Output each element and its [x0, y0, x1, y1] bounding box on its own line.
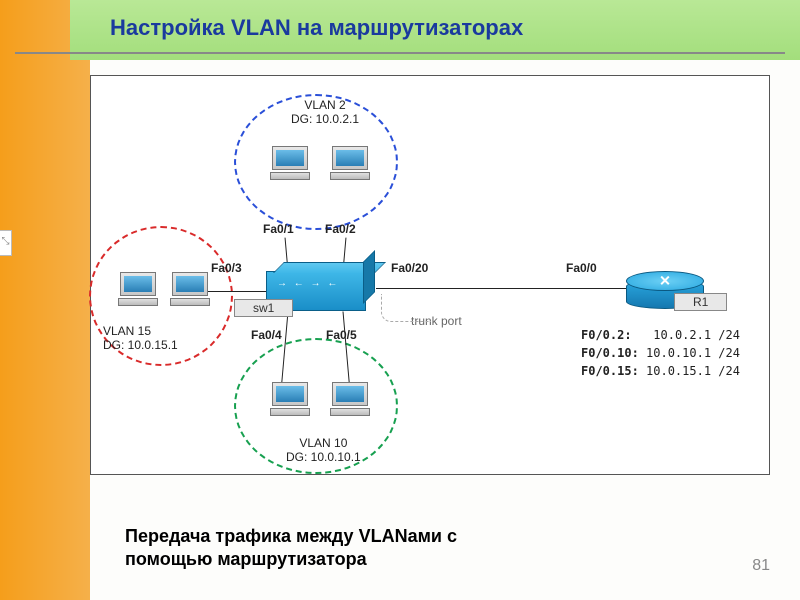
port-fa020: Fa0/20: [391, 261, 428, 275]
if-row: F0/0.10: 10.0.10.1 /24: [581, 344, 740, 362]
interface-table: F0/0.2: 10.0.2.1 /24 F0/0.10: 10.0.10.1 …: [581, 326, 740, 380]
vlan2-label: VLAN 2 DG: 10.0.2.1: [291, 98, 359, 126]
port-fa05: Fa0/5: [326, 328, 357, 342]
diagram: → ← → ← sw1 R1 Fa0/1 Fa0/2 Fa0/3 Fa0/4 F…: [91, 76, 769, 474]
switch-label: sw1: [234, 299, 293, 317]
link-2: [208, 291, 266, 292]
router-label: R1: [674, 293, 727, 311]
diagram-container: → ← → ← sw1 R1 Fa0/1 Fa0/2 Fa0/3 Fa0/4 F…: [90, 75, 770, 475]
slide-title: Настройка VLAN на маршрутизаторах: [110, 15, 523, 41]
pc-vlan2-0: [269, 146, 311, 188]
pc-vlan10-5: [329, 382, 371, 424]
pc-vlan15-2: [117, 272, 159, 314]
pc-vlan15-3: [169, 272, 211, 314]
if-row: F0/0.15: 10.0.15.1 /24: [581, 362, 740, 380]
title-underline: [15, 52, 785, 54]
page-number: 81: [752, 557, 770, 575]
port-fa02: Fa0/2: [325, 222, 356, 236]
port-fa03: Fa0/3: [211, 261, 242, 275]
slide-caption: Передача трафика между VLANами с помощью…: [125, 525, 457, 572]
bg-stripe-left: [0, 0, 90, 600]
side-tab: ⤡: [0, 230, 12, 256]
vlan10-label: VLAN 10 DG: 10.0.10.1: [286, 436, 361, 464]
port-fa00: Fa0/0: [566, 261, 597, 275]
pc-vlan10-4: [269, 382, 311, 424]
port-fa04: Fa0/4: [251, 328, 282, 342]
pc-vlan2-1: [329, 146, 371, 188]
port-fa01: Fa0/1: [263, 222, 294, 236]
link-5: [376, 288, 626, 289]
if-row: F0/0.2: 10.0.2.1 /24: [581, 326, 740, 344]
vlan15-label: VLAN 15 DG: 10.0.15.1: [103, 324, 178, 352]
trunk-leader: [381, 294, 431, 322]
